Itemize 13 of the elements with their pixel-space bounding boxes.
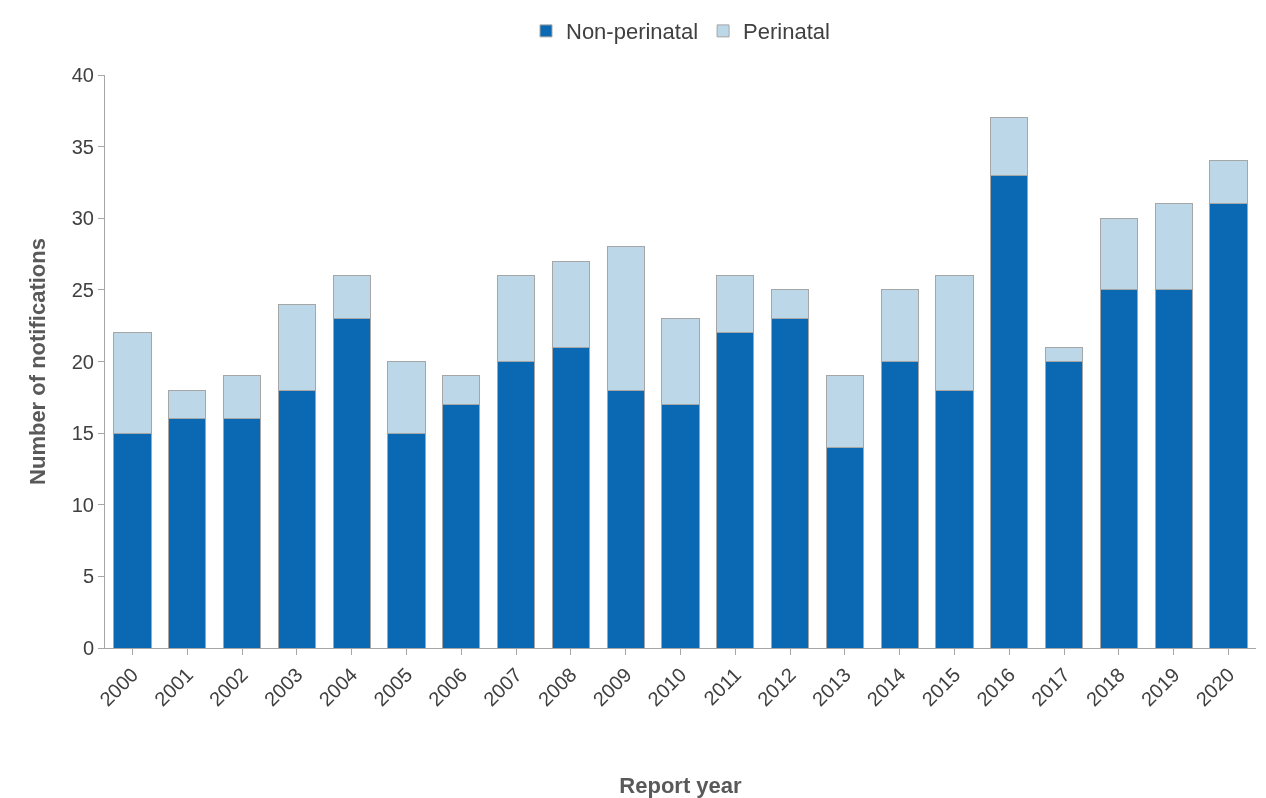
y-tick-label: 0: [82, 637, 94, 659]
legend-label: Perinatal: [743, 19, 830, 45]
y-tick-label: 35: [71, 135, 94, 158]
y-tick-label: 15: [71, 422, 94, 445]
y-tick-label: 40: [71, 64, 94, 86]
y-tick-label: 20: [71, 350, 94, 373]
y-tick-label: 5: [82, 565, 94, 588]
y-tick-label: 30: [71, 207, 94, 230]
legend-label: Non-perinatal: [566, 19, 699, 45]
x-axis-title: Report year: [619, 773, 743, 798]
y-axis-title: Number of notifications: [24, 238, 50, 485]
y-tick-label: 25: [71, 278, 94, 301]
y-tick-label: 10: [71, 493, 94, 516]
